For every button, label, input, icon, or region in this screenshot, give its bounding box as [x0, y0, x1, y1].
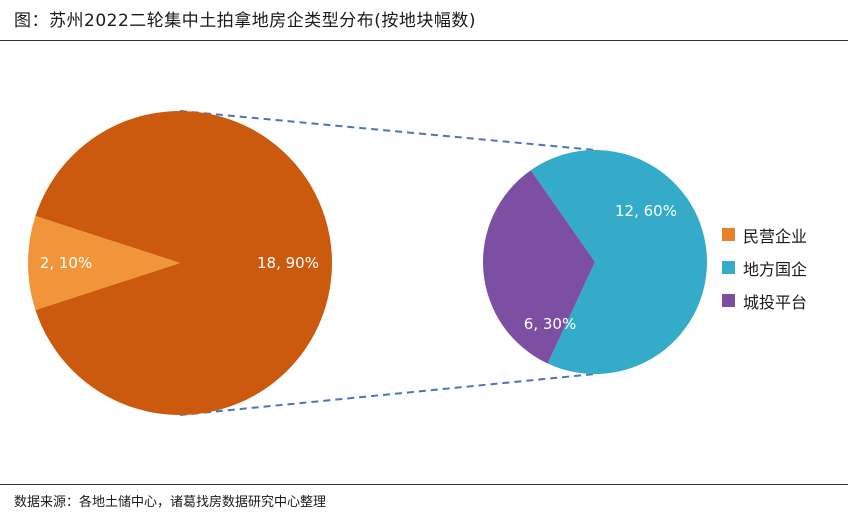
data-label-private: 18, 90% [257, 254, 319, 272]
slice-other [28, 216, 180, 310]
bottom-divider [0, 484, 848, 485]
data-label-local-soe: 12, 60% [615, 202, 677, 220]
data-label-lgfv: 6, 30% [524, 315, 576, 333]
legend-label: 民营企业 [743, 226, 808, 246]
data-label-other: 2, 10% [40, 254, 92, 272]
slice-local-soe [530, 149, 707, 374]
connector-line-bottom [179, 373, 596, 416]
chart-title: 图：苏州2022二轮集中土拍拿地房企类型分布(按地块幅数) [14, 11, 477, 31]
legend-label: 地方国企 [743, 259, 808, 279]
slice-lgfv [483, 170, 595, 364]
legend-label: 城投平台 [743, 292, 808, 312]
legend-swatch [722, 294, 735, 307]
legend-swatch [722, 261, 735, 274]
legend-item-lgfv: 城投平台 [722, 284, 807, 317]
legend-swatch [722, 228, 735, 241]
connector-line-top [179, 110, 596, 151]
chart-legend: 民营企业 地方国企 城投平台 [722, 218, 807, 317]
legend-item-private: 民营企业 [722, 218, 807, 251]
legend-item-local-soe: 地方国企 [722, 251, 807, 284]
data-source-note: 数据来源：各地土储中心，诸葛找房数据研究中心整理 [14, 495, 327, 510]
top-divider [0, 40, 848, 41]
slice-private-enterprise [35, 111, 332, 415]
